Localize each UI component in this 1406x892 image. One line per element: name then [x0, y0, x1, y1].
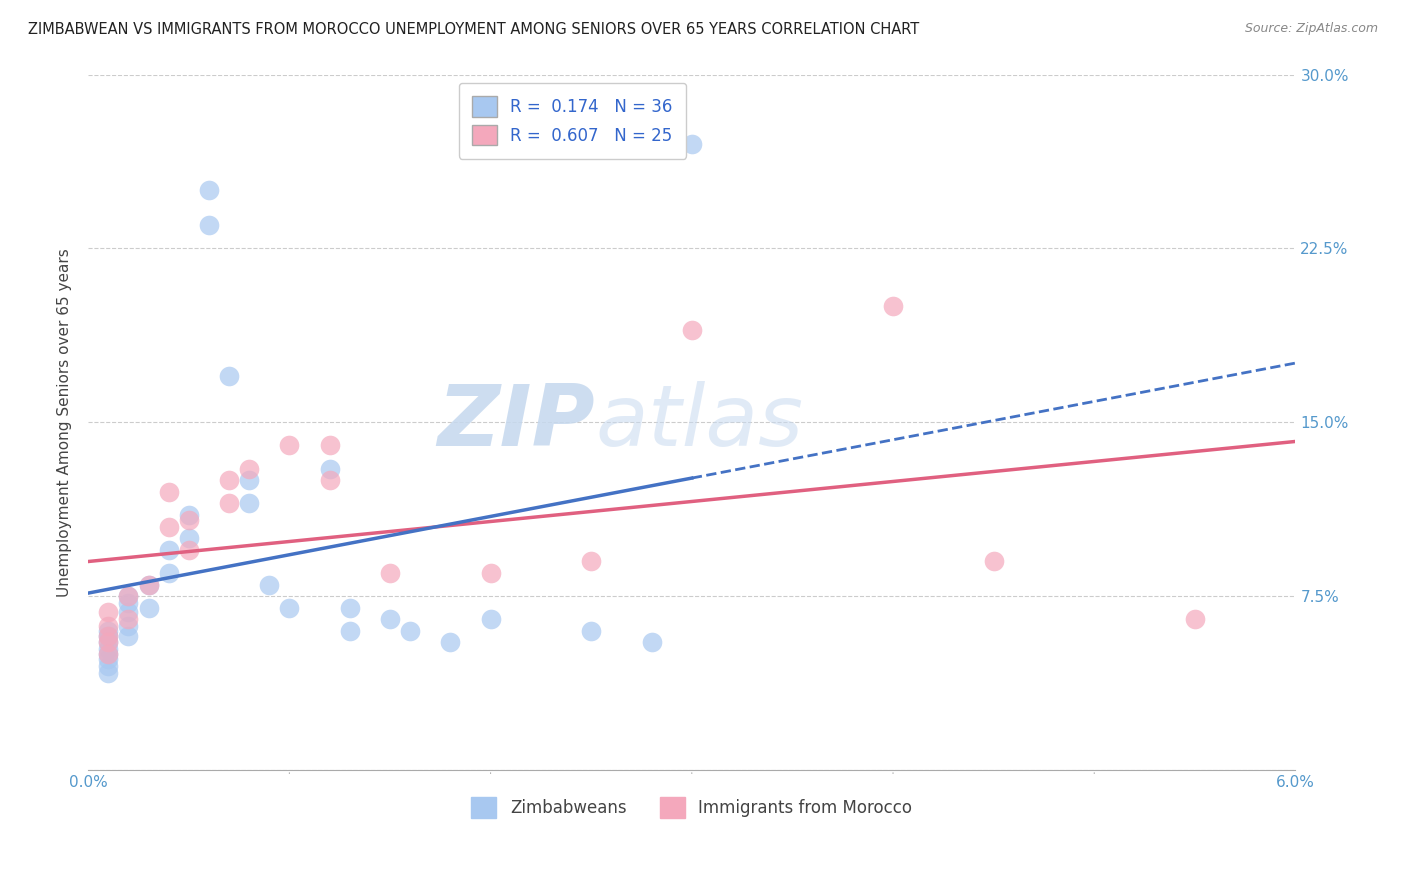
Point: [97, 628, 120, 642]
Point: [97, 619, 120, 633]
Point: [157, 566, 180, 580]
Point: [97, 624, 120, 638]
Point: [318, 438, 340, 452]
Text: ZIMBABWEAN VS IMMIGRANTS FROM MOROCCO UNEMPLOYMENT AMONG SENIORS OVER 65 YEARS C: ZIMBABWEAN VS IMMIGRANTS FROM MOROCCO UN…: [28, 22, 920, 37]
Point: [198, 183, 221, 197]
Point: [218, 368, 240, 383]
Point: [479, 612, 502, 626]
Point: [579, 554, 602, 568]
Point: [97, 665, 120, 680]
Point: [378, 566, 401, 580]
Point: [177, 542, 200, 557]
Point: [117, 619, 139, 633]
Point: [117, 628, 139, 642]
Point: [138, 577, 160, 591]
Point: [177, 531, 200, 545]
Point: [97, 651, 120, 665]
Point: [1184, 612, 1206, 626]
Point: [238, 496, 260, 510]
Point: [97, 658, 120, 673]
Point: [339, 600, 361, 615]
Point: [177, 513, 200, 527]
Point: [117, 596, 139, 610]
Legend: Zimbabweans, Immigrants from Morocco: Zimbabweans, Immigrants from Morocco: [465, 790, 918, 824]
Point: [399, 624, 422, 638]
Point: [681, 322, 703, 336]
Point: [378, 612, 401, 626]
Point: [97, 647, 120, 661]
Point: [157, 542, 180, 557]
Point: [218, 496, 240, 510]
Point: [97, 647, 120, 661]
Point: [257, 577, 280, 591]
Point: [681, 137, 703, 152]
Point: [97, 635, 120, 649]
Point: [157, 519, 180, 533]
Point: [177, 508, 200, 522]
Point: [479, 566, 502, 580]
Text: ZIP: ZIP: [437, 381, 595, 464]
Point: [318, 461, 340, 475]
Point: [882, 299, 904, 313]
Text: atlas: atlas: [595, 381, 803, 464]
Point: [339, 624, 361, 638]
Point: [117, 589, 139, 603]
Point: [579, 624, 602, 638]
Point: [318, 473, 340, 487]
Y-axis label: Unemployment Among Seniors over 65 years: Unemployment Among Seniors over 65 years: [58, 248, 72, 597]
Point: [97, 628, 120, 642]
Text: Source: ZipAtlas.com: Source: ZipAtlas.com: [1244, 22, 1378, 36]
Point: [138, 600, 160, 615]
Point: [198, 218, 221, 232]
Point: [238, 461, 260, 475]
Point: [117, 589, 139, 603]
Point: [138, 577, 160, 591]
Point: [278, 600, 301, 615]
Point: [97, 605, 120, 619]
Point: [983, 554, 1005, 568]
Point: [117, 605, 139, 619]
Point: [218, 473, 240, 487]
Point: [278, 438, 301, 452]
Point: [439, 635, 461, 649]
Point: [117, 612, 139, 626]
Point: [238, 473, 260, 487]
Point: [97, 642, 120, 657]
Point: [97, 635, 120, 649]
Point: [640, 635, 662, 649]
Point: [157, 484, 180, 499]
